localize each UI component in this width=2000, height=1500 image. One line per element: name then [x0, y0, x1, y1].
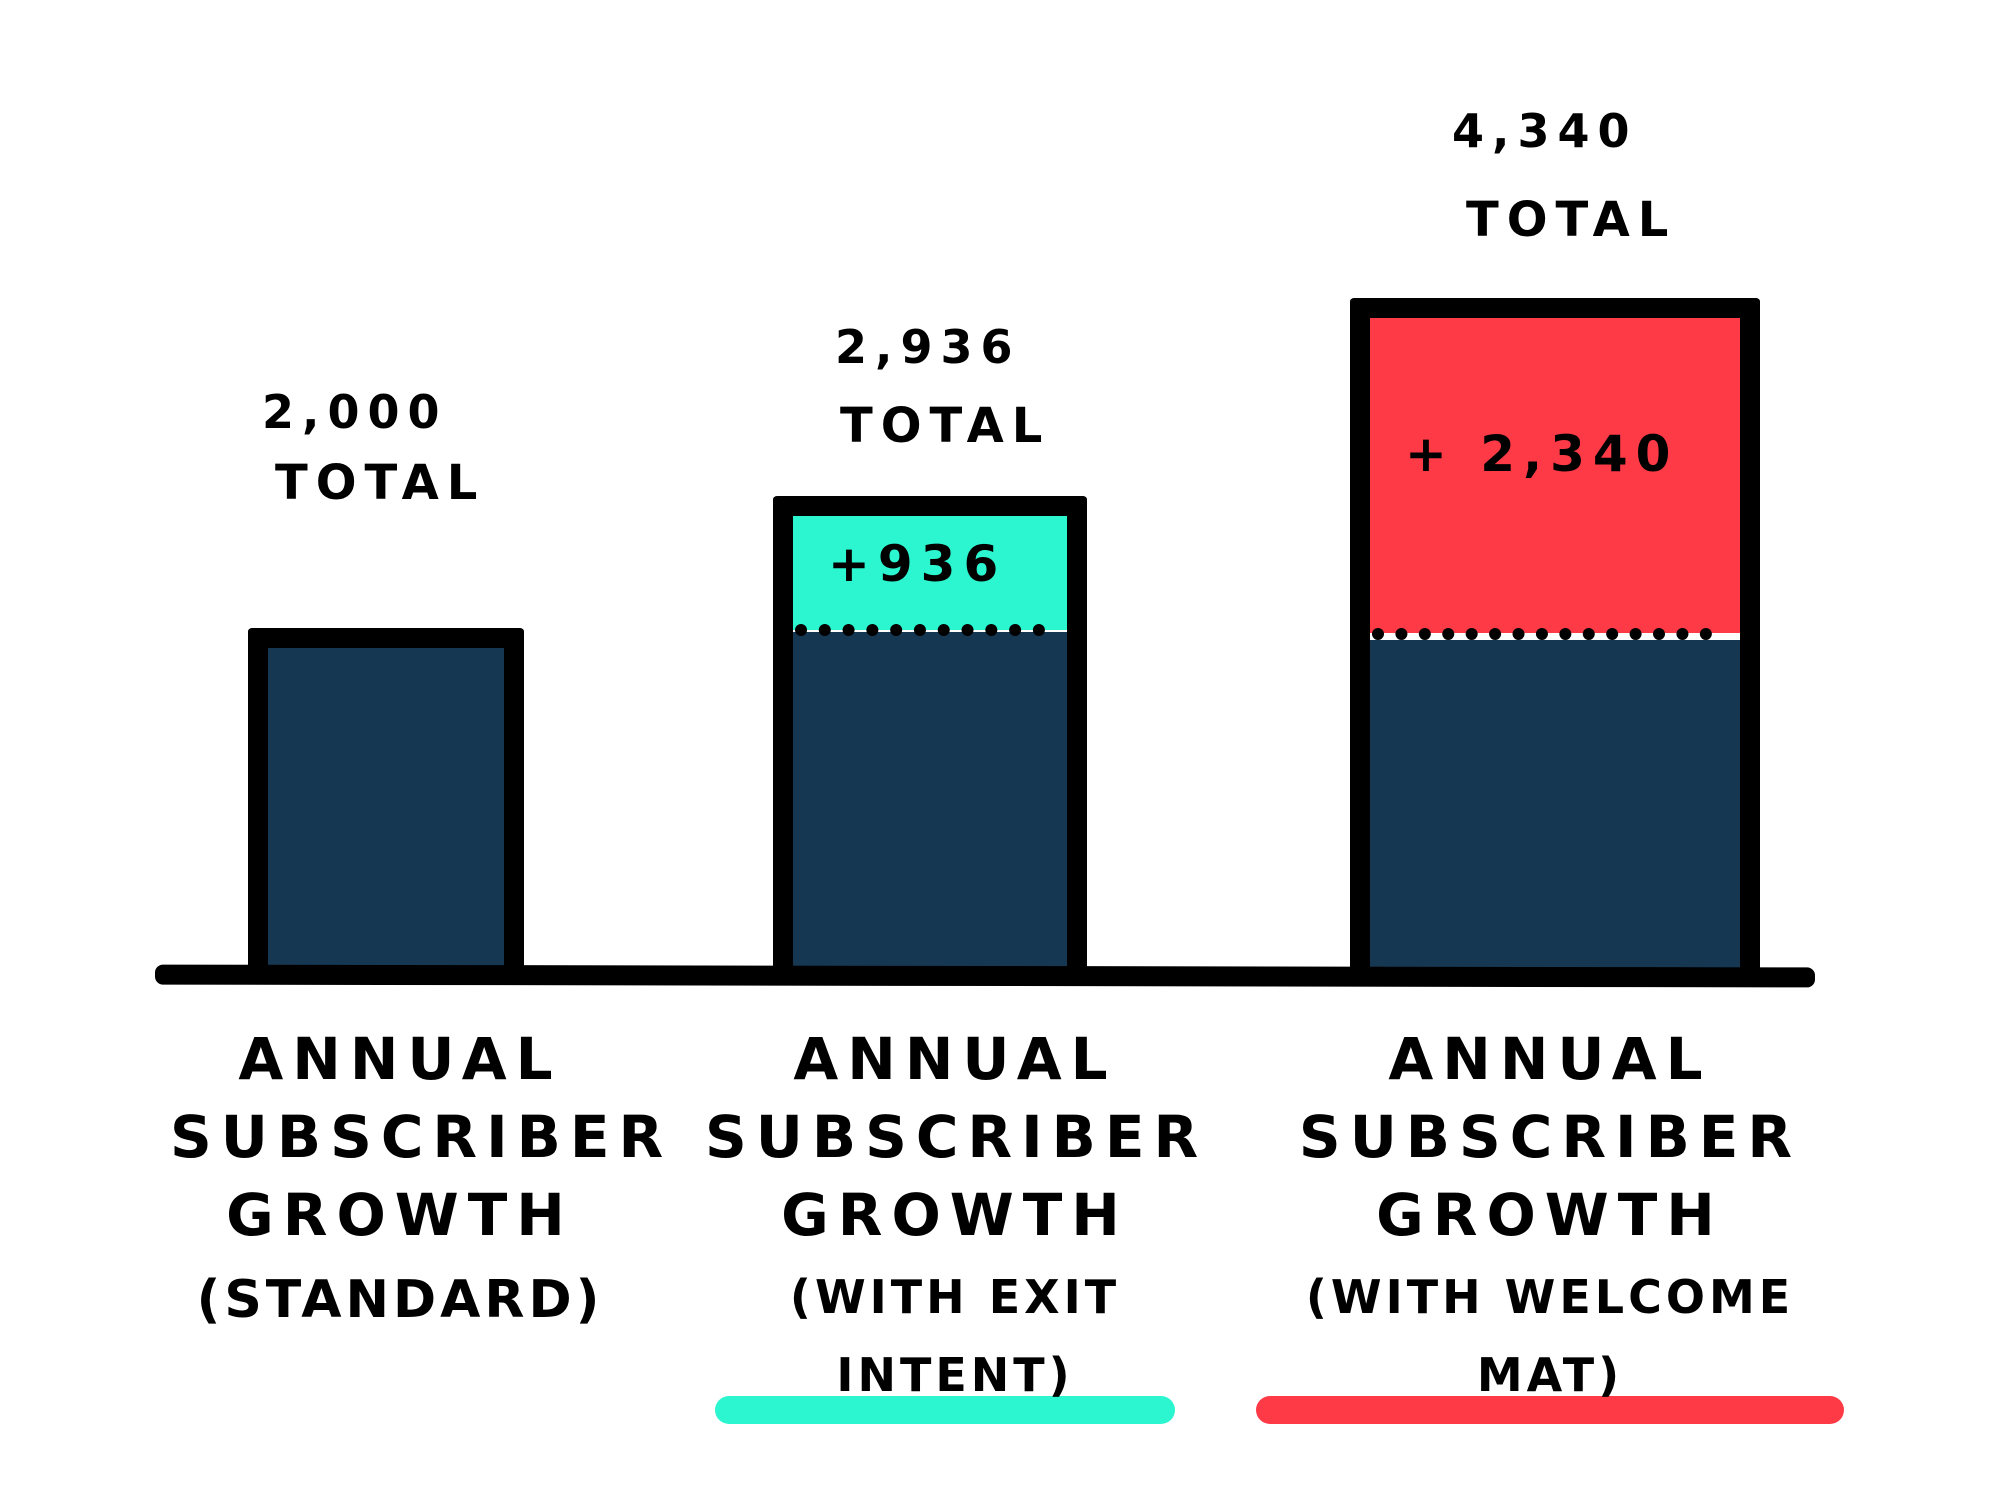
bar3-uplift-fill — [1368, 315, 1740, 633]
bar1-frame — [248, 628, 524, 978]
bar3-total-label: TOTAL — [1466, 192, 1677, 248]
bar2-label-line3: GROWTH — [781, 1181, 1129, 1249]
bar3-label-line3: GROWTH — [1376, 1181, 1724, 1249]
bar3-label-line2: SUBSCRIBER — [1298, 1103, 1802, 1171]
bar2-total-label: TOTAL — [840, 398, 1051, 454]
bar2-label-line1: ANNUAL — [793, 1025, 1117, 1093]
bar1-label-line1: ANNUAL — [238, 1025, 562, 1093]
bar2-base-fill — [790, 632, 1070, 972]
bar3-subtitle: (WITH WELCOME MAT) — [1305, 1270, 1795, 1402]
bar2-frame — [773, 496, 1087, 974]
bar3-frame — [1350, 298, 1760, 974]
bar2-divider-dashed-line — [795, 624, 1045, 636]
bar2-category-label: ANNUAL SUBSCRIBER GROWTH (WITH EXIT INTE… — [705, 1020, 1208, 1424]
bar1-total-label: TOTAL — [275, 455, 486, 511]
bar1-label-line2: SUBSCRIBER — [170, 1103, 673, 1171]
bar2-increment-label: +936 — [828, 535, 1007, 593]
bar1-category-label: ANNUAL SUBSCRIBER GROWTH (STANDARD) — [170, 1020, 673, 1339]
bar2-uplift-fill — [790, 512, 1070, 630]
bar1-subtitle: (STANDARD) — [196, 1270, 604, 1330]
bar3-increment-label: + 2,340 — [1405, 425, 1679, 483]
bar3-label-line1: ANNUAL — [1388, 1025, 1712, 1093]
bar1-base-fill — [262, 645, 512, 975]
bar3-category-label: ANNUAL SUBSCRIBER GROWTH (WITH WELCOME M… — [1256, 1020, 1844, 1424]
bar2-subtitle: (WITH EXIT INTENT) — [789, 1270, 1121, 1402]
bar3-base-fill — [1368, 640, 1740, 970]
bar2-label-line2: SUBSCRIBER — [705, 1103, 1208, 1171]
x-axis-baseline — [154, 964, 1816, 988]
bar3-total-value: 4,340 — [1452, 104, 1638, 158]
bar1-label-line3: GROWTH — [226, 1181, 574, 1249]
bar1-total-value: 2,000 — [262, 385, 448, 439]
bar3-divider-dashed-line — [1372, 628, 1712, 640]
bar2-total-value: 2,936 — [835, 320, 1021, 374]
